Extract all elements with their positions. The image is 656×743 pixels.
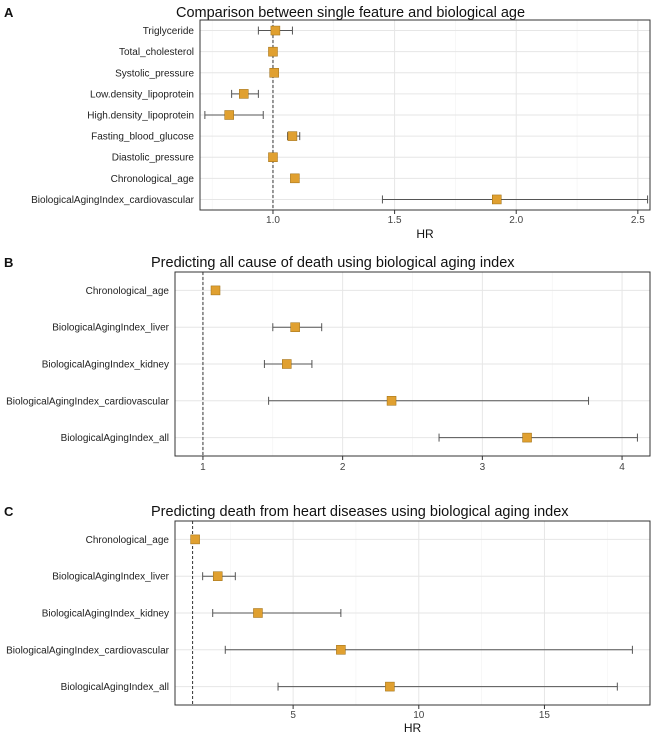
x-tick-label: 2	[340, 462, 346, 473]
row-label: BiologicalAgingIndex_cardiovascular	[6, 645, 170, 656]
hr-point	[212, 571, 223, 581]
forest-row: Triglyceride	[143, 25, 293, 37]
row-label: BiologicalAgingIndex_kidney	[42, 609, 169, 620]
hr-point	[268, 46, 278, 57]
hr-point	[210, 285, 221, 296]
x-tick-label: 4	[619, 462, 625, 473]
row-label: BiologicalAgingIndex_kidney	[42, 360, 169, 371]
row-label: Low.density_lipoprotein	[90, 89, 194, 100]
hr-point	[224, 110, 234, 120]
x-tick-label: 3	[480, 462, 486, 473]
panel-title: Predicting death from heart diseases usi…	[151, 504, 569, 520]
row-label: Diastolic_pressure	[112, 153, 195, 164]
hr-point	[268, 152, 278, 162]
forest-row: BiologicalAgingIndex_cardiovascular	[6, 396, 590, 407]
panel-border	[174, 271, 651, 457]
x-tick-label: 2.0	[509, 215, 523, 226]
row-label: Chronological_age	[86, 535, 170, 546]
forest-row: BiologicalAgingIndex_all	[61, 432, 638, 444]
row-label: Chronological_age	[111, 174, 195, 185]
panel-border	[174, 520, 651, 706]
forest-row: Fasting_blood_glucose	[91, 131, 301, 143]
x-tick-label: 5	[290, 710, 296, 721]
hr-point	[290, 322, 300, 332]
hr-point	[270, 25, 281, 36]
hr-point	[336, 645, 346, 655]
forest-row: BiologicalAgingIndex_liver	[52, 322, 323, 334]
row-label: Total_cholesterol	[119, 47, 194, 58]
panel-b: B Predicting all cause of death using bio…	[4, 255, 651, 473]
hr-point	[239, 89, 249, 99]
forest-row: BiologicalAgingIndex_all	[61, 681, 618, 693]
forest-row: Systolic_pressure	[115, 68, 279, 79]
row-label: BiologicalAgingIndex_cardiovascular	[31, 195, 195, 206]
panel-title: Predicting all cause of death using biol…	[151, 255, 515, 271]
row-label: BiologicalAgingIndex_all	[61, 682, 169, 693]
forest-row: High.density_lipoprotein	[87, 110, 264, 122]
panel-letter: B	[4, 255, 13, 270]
forest-row: BiologicalAgingIndex_cardiovascular	[31, 194, 649, 206]
panel-c: C Predicting death from heart diseases us…	[4, 504, 651, 735]
row-label: BiologicalAgingIndex_liver	[52, 572, 169, 583]
hr-point	[282, 359, 292, 369]
x-axis-label: HR	[404, 721, 422, 735]
forest-row: Diastolic_pressure	[112, 152, 278, 164]
x-tick-label: 10	[413, 710, 425, 721]
x-tick-label: 1	[200, 462, 206, 473]
forest-row: Low.density_lipoprotein	[90, 89, 259, 100]
forest-row: Total_cholesterol	[119, 46, 278, 58]
row-label: BiologicalAgingIndex_cardiovascular	[6, 396, 170, 407]
panel-letter: A	[4, 5, 14, 20]
row-label: Systolic_pressure	[115, 68, 194, 79]
hr-point	[386, 396, 397, 406]
forest-row: BiologicalAgingIndex_liver	[52, 571, 236, 583]
row-label: Fasting_blood_glucose	[91, 132, 194, 143]
x-tick-label: 1.0	[266, 215, 280, 226]
row-label: Triglyceride	[143, 26, 195, 37]
hr-point	[492, 194, 502, 205]
row-label: BiologicalAgingIndex_all	[61, 433, 169, 444]
row-label: High.density_lipoprotein	[87, 111, 194, 122]
hr-point	[269, 68, 279, 78]
panel-letter: C	[4, 504, 14, 519]
x-tick-label: 1.5	[388, 215, 402, 226]
x-tick-label: 15	[539, 710, 551, 721]
hr-point	[287, 131, 298, 141]
forest-row: BiologicalAgingIndex_kidney	[42, 359, 313, 371]
hr-point	[522, 432, 532, 443]
forest-row: Chronological_age	[111, 173, 300, 185]
x-axis-label: HR	[416, 227, 434, 241]
forest-row: Chronological_age	[86, 534, 200, 546]
panel-title: Comparison between single feature and bi…	[176, 5, 525, 21]
x-tick-label: 2.5	[631, 215, 645, 226]
panel-a: A Comparison between single feature and b…	[4, 5, 651, 241]
forest-row: BiologicalAgingIndex_kidney	[42, 608, 342, 620]
row-label: BiologicalAgingIndex_liver	[52, 323, 169, 334]
hr-point	[385, 681, 395, 692]
row-label: Chronological_age	[86, 286, 170, 297]
forest-row: BiologicalAgingIndex_cardiovascular	[6, 645, 633, 656]
panel-border	[199, 19, 651, 211]
hr-point	[253, 608, 263, 618]
forest-row: Chronological_age	[86, 285, 221, 297]
hr-point	[190, 534, 200, 545]
hr-point	[290, 173, 300, 184]
